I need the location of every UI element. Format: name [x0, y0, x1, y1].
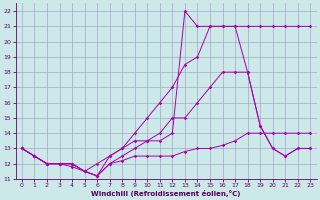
X-axis label: Windchill (Refroidissement éolien,°C): Windchill (Refroidissement éolien,°C) — [92, 190, 241, 197]
